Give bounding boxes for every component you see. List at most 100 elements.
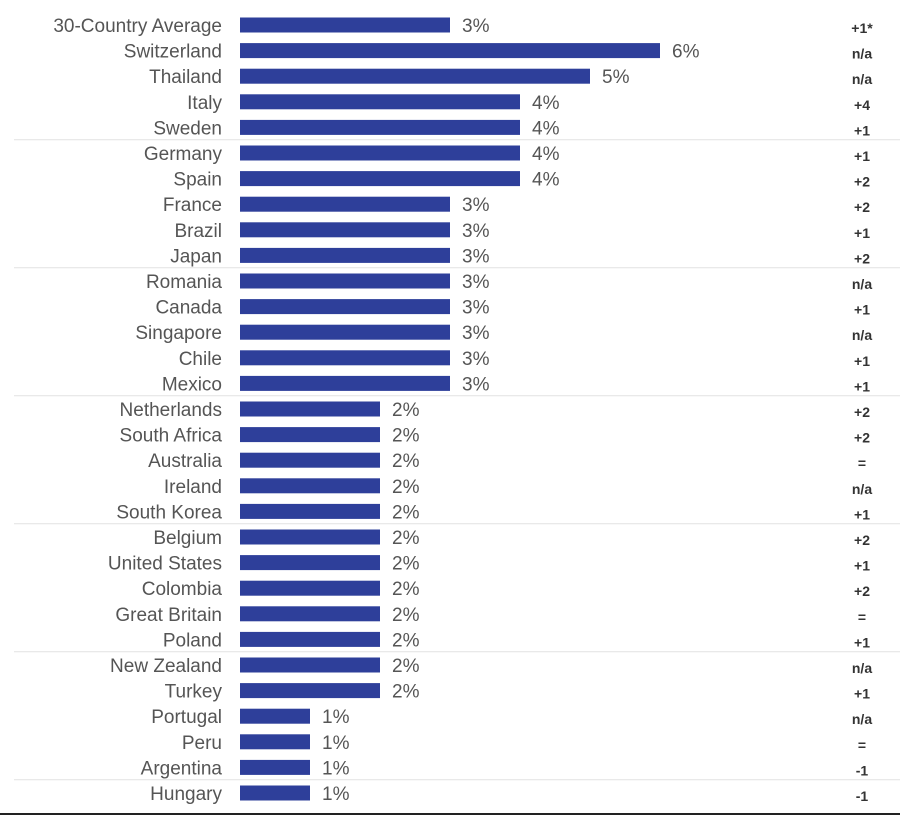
change-label: +1: [854, 378, 870, 394]
change-labels: +1* n/a n/a +4 +1 +1 +2 +2 +1 +2 n/a +1 n/a +1 +1 +2 +2 =…: [851, 20, 873, 804]
category-labels: 30-Country Average Switzerland Thailand Ita…: [53, 16, 222, 805]
value-label: 3%: [462, 16, 490, 37]
category-label: Turkey: [165, 682, 223, 703]
value-label: 6%: [672, 42, 700, 63]
change-label: +1: [854, 122, 870, 138]
change-label: +1: [854, 506, 870, 522]
bar-hungary: [240, 785, 310, 801]
category-label: Thailand: [149, 67, 222, 88]
bar-belgium: [240, 529, 380, 545]
value-label: 2%: [392, 682, 420, 703]
category-label: Australia: [148, 451, 222, 472]
change-label: +2: [854, 404, 870, 420]
change-label: -1: [856, 788, 869, 804]
change-label: +2: [854, 430, 870, 446]
category-label: Singapore: [135, 323, 222, 344]
bar-romania: [240, 273, 450, 289]
bar-chile: [240, 350, 450, 366]
bar-germany: [240, 145, 520, 161]
separator-lines: [14, 139, 900, 781]
change-label: =: [858, 737, 866, 753]
value-labels: 3% 6% 5% 4% 4% 4% 4% 3% 3% 3% 3% 3% 3% 3% 3% 2% 2% 2% 2% 2%…: [322, 16, 700, 805]
category-label: Brazil: [174, 221, 222, 242]
value-label: 1%: [322, 784, 350, 805]
category-label: 30-Country Average: [53, 16, 222, 37]
bar-united-states: [240, 555, 380, 571]
category-label: Germany: [144, 144, 223, 165]
value-label: 3%: [462, 272, 490, 293]
category-label: Poland: [163, 630, 222, 651]
category-label: Japan: [170, 246, 222, 267]
change-label: +2: [854, 199, 870, 215]
change-label: +2: [854, 174, 870, 190]
bar-great-britain: [240, 606, 380, 622]
value-label: 3%: [462, 246, 490, 267]
change-label: n/a: [852, 46, 872, 62]
bar-portugal: [240, 708, 310, 724]
value-label: 2%: [392, 400, 420, 421]
value-label: 3%: [462, 323, 490, 344]
category-label: Portugal: [151, 707, 222, 728]
category-label: Peru: [182, 733, 222, 754]
bar-30-country-average: [240, 17, 450, 33]
category-label: Mexico: [162, 374, 222, 395]
bar-mexico: [240, 375, 450, 391]
value-label: 3%: [462, 349, 490, 370]
change-label: +1: [854, 634, 870, 650]
change-label: =: [858, 609, 866, 625]
category-label: Great Britain: [115, 605, 222, 626]
value-label: 1%: [322, 758, 350, 779]
change-label: +2: [854, 532, 870, 548]
bar-netherlands: [240, 401, 380, 417]
bars-group: [240, 17, 660, 801]
change-label: +1: [854, 302, 870, 318]
value-label: 2%: [392, 528, 420, 549]
value-label: 2%: [392, 502, 420, 523]
change-label: +1: [854, 225, 870, 241]
category-label: Belgium: [153, 528, 222, 549]
bar-peru: [240, 734, 310, 750]
change-label: n/a: [852, 276, 872, 292]
bar-poland: [240, 631, 380, 647]
bar-france: [240, 196, 450, 212]
value-label: 4%: [532, 144, 560, 165]
value-label: 2%: [392, 656, 420, 677]
category-label: Spain: [173, 170, 222, 191]
bar-italy: [240, 94, 520, 110]
bar-thailand: [240, 68, 590, 84]
value-label: 2%: [392, 630, 420, 651]
category-label: Romania: [146, 272, 222, 293]
bar-brazil: [240, 222, 450, 238]
bar-switzerland: [240, 43, 660, 59]
value-label: 1%: [322, 707, 350, 728]
value-label: 4%: [532, 170, 560, 191]
bar-turkey: [240, 683, 380, 699]
bar-south-korea: [240, 503, 380, 519]
change-label: n/a: [852, 481, 872, 497]
category-label: Italy: [187, 93, 222, 114]
value-label: 3%: [462, 195, 490, 216]
category-label: United States: [108, 554, 222, 575]
category-label: Chile: [179, 349, 222, 370]
bar-singapore: [240, 324, 450, 340]
value-label: 2%: [392, 554, 420, 575]
bar-colombia: [240, 580, 380, 596]
bar-sweden: [240, 119, 520, 135]
value-label: 3%: [462, 298, 490, 319]
category-label: France: [163, 195, 222, 216]
change-label: +1*: [851, 20, 873, 36]
value-label: 3%: [462, 221, 490, 242]
change-label: n/a: [852, 71, 872, 87]
value-label: 2%: [392, 426, 420, 447]
category-label: Ireland: [164, 477, 222, 498]
category-label: Netherlands: [120, 400, 222, 421]
value-label: 5%: [602, 67, 630, 88]
bar-argentina: [240, 759, 310, 775]
change-label: -1: [856, 762, 869, 778]
change-label: +1: [854, 558, 870, 574]
bar-new-zealand: [240, 657, 380, 673]
bar-australia: [240, 452, 380, 468]
bar-japan: [240, 247, 450, 263]
change-label: +1: [854, 148, 870, 164]
